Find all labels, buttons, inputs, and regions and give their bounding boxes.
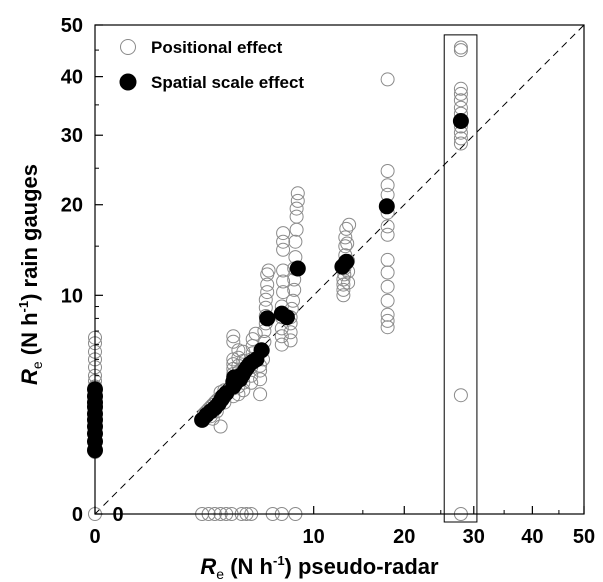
positional-effect-point <box>453 40 468 55</box>
positional-effect-point <box>453 81 468 96</box>
positional-effect-point <box>380 252 395 267</box>
legend-marker <box>120 39 136 55</box>
positional-effect-point <box>342 217 357 232</box>
positional-effect-point <box>276 285 291 300</box>
spatial-scale-effect-point <box>378 198 395 215</box>
positional-effect-point <box>248 326 263 341</box>
positional-effect-point <box>226 329 241 344</box>
positional-effect-point <box>274 329 289 344</box>
legend-marker <box>119 73 137 91</box>
positional-effect-point <box>213 419 228 434</box>
positional-effect-point <box>453 93 468 108</box>
positional-effect-point <box>380 219 395 234</box>
positional-effect-point <box>289 222 304 237</box>
highlight-box <box>443 34 478 523</box>
positional-effect-point <box>289 201 304 216</box>
x-tick-label: 30 <box>463 526 485 548</box>
y-tick-label: 20 <box>61 195 83 217</box>
x-tick-label: 40 <box>521 526 543 548</box>
legend: Positional effect Spatial scale effect <box>119 38 304 92</box>
x-tick-label: 10 <box>303 526 325 548</box>
legend-label: Positional effect <box>151 38 283 57</box>
positional-effect-point <box>380 72 395 87</box>
positional-effect-point <box>453 388 468 403</box>
spatial-scale-effect-point <box>289 260 306 277</box>
positional-effect-point <box>453 131 468 146</box>
positional-effect-point <box>380 307 395 322</box>
positional-effect-point <box>253 387 268 402</box>
positional-effect-point <box>453 100 468 115</box>
y-tick-label: 50 <box>61 15 83 37</box>
positional-effect-point <box>336 282 351 297</box>
positional-effect-point <box>340 236 355 251</box>
positional-effect-point <box>336 288 351 303</box>
positional-effect-point <box>290 186 305 201</box>
y-tick-label: 30 <box>61 125 83 147</box>
positional-effect-point <box>261 263 276 278</box>
positional-effect-points <box>88 40 468 521</box>
positional-effect-point <box>283 333 298 348</box>
positional-effect-point <box>276 274 291 289</box>
x-tick-label: 50 <box>573 526 595 548</box>
positional-effect-point <box>453 43 468 58</box>
positional-effect-point <box>380 227 395 242</box>
spatial-scale-effect-point <box>253 342 270 359</box>
positional-effect-point <box>288 234 303 249</box>
inner-zero-label: 0 <box>112 504 123 526</box>
plot-layer <box>94 24 585 523</box>
positional-effect-point <box>453 86 468 101</box>
x-axis-title: Re (N h-1) pseudo-radar <box>200 553 439 582</box>
positional-effect-point <box>260 277 275 292</box>
positional-effect-point <box>260 285 275 300</box>
positional-effect-point <box>380 313 395 328</box>
positional-effect-point <box>226 334 241 349</box>
positional-effect-point <box>380 265 395 280</box>
spatial-scale-effect-point <box>259 310 276 327</box>
x-tick-label: 20 <box>393 526 415 548</box>
positional-effect-point <box>338 230 353 245</box>
positional-effect-point <box>276 242 291 257</box>
positional-effect-point <box>341 275 356 290</box>
positional-effect-point <box>380 164 395 178</box>
positional-effect-point <box>260 267 275 282</box>
spatial-scale-effect-points <box>87 113 469 459</box>
y-tick-label: 40 <box>61 67 83 89</box>
positional-effect-point <box>276 226 291 241</box>
positional-effect-point <box>380 279 395 294</box>
positional-effect-point <box>274 337 289 352</box>
y-tick-label: 10 <box>61 285 83 307</box>
spatial-scale-effect-point <box>338 253 355 270</box>
legend-label: Spatial scale effect <box>151 73 304 92</box>
spatial-scale-effect-point <box>278 309 295 326</box>
one-to-one-line <box>94 24 585 515</box>
positional-effect-point <box>286 293 300 308</box>
positional-effect-point <box>290 193 305 208</box>
positional-effect-point <box>453 136 468 151</box>
y-tick-label: 0 <box>72 504 83 526</box>
plot-frame <box>94 24 585 515</box>
positional-effect-point <box>380 293 395 308</box>
positional-effect-point <box>283 325 298 340</box>
positional-effect-point <box>276 263 291 278</box>
positional-effect-point <box>338 239 353 254</box>
y-axis-title: Re (N h-1) rain gauges <box>16 164 45 385</box>
spatial-scale-effect-point <box>452 113 469 129</box>
positional-effect-point <box>380 178 395 193</box>
positional-effect-point <box>276 234 291 249</box>
x-tick-label: 0 <box>89 526 100 548</box>
positional-effect-point <box>258 292 273 307</box>
positional-effect-point <box>289 209 304 224</box>
positional-effect-point <box>339 221 354 236</box>
positional-effect-point <box>287 282 302 297</box>
positional-effect-point <box>380 320 395 335</box>
